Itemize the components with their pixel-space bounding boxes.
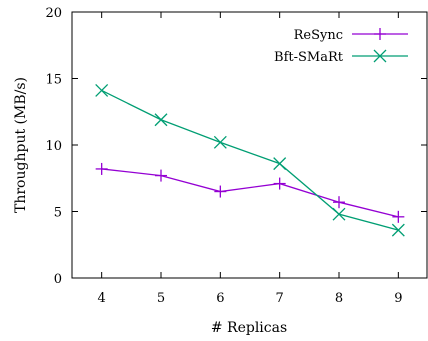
data-point-bft-smart <box>213 135 227 149</box>
data-point-bft-smart <box>154 113 168 127</box>
y-tick-label: 5 <box>54 206 62 221</box>
x-tick-label: 4 <box>98 291 106 306</box>
y-tick-label: 20 <box>45 6 62 21</box>
y-tick-label: 10 <box>45 139 62 154</box>
y-tick-label: 15 <box>45 73 62 88</box>
legend-label-resync: ReSync <box>294 28 343 43</box>
data-point-bft-smart <box>391 223 405 237</box>
series-line-resync <box>101 168 399 218</box>
data-point-bft-smart <box>95 84 109 97</box>
legend-label-bft-smart: Bft-SMaRt <box>274 50 344 65</box>
data-point-bft-smart <box>332 207 346 221</box>
x-tick-label: 5 <box>157 291 165 306</box>
y-axis-title: Throughput (MB/s) <box>13 77 29 213</box>
x-axis-title: # Replicas <box>211 320 287 336</box>
x-tick-label: 7 <box>276 291 284 306</box>
data-point-bft-smart <box>273 157 287 171</box>
x-tick-label: 8 <box>335 291 343 306</box>
x-tick-label: 9 <box>394 291 402 306</box>
series-line-bft-smart <box>101 89 399 231</box>
plot-frame <box>71 11 428 279</box>
y-tick-label: 0 <box>54 272 62 287</box>
x-tick-label: 6 <box>216 291 224 306</box>
legend-marker-bft-smart <box>373 49 387 63</box>
